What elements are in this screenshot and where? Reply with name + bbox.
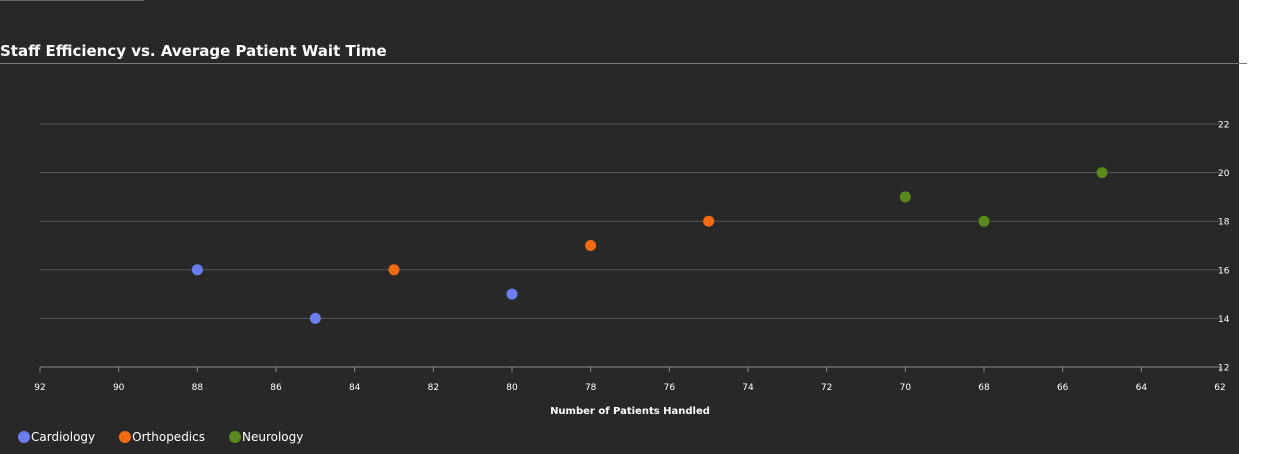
x-tick-label: 76 [664,383,676,393]
x-tick-label: 78 [585,383,597,393]
x-tick-label: 82 [428,383,439,393]
scatter-chart: 92 90 88 86 84 82 80 78 76 74 72 70 68 66 64 62 1214161… [34,121,1230,418]
y-tick-label: 12 [1218,364,1229,374]
x-tick-label: 90 [113,383,125,393]
y-axis: 12 14 16 18 20 22 [1218,121,1230,374]
data-points [191,167,1108,324]
y-tick-label: 16 [1218,266,1230,276]
y-tick-label: 14 [1218,315,1230,325]
legend-item-neurology[interactable]: Neurology [229,430,303,444]
x-tick-label: 92 [34,383,45,393]
x-axis-label: Number of Patients Handled [550,406,710,417]
legend-label: Neurology [242,430,304,444]
x-tick-label: 66 [1057,383,1069,393]
gridlines [40,123,1220,368]
x-axis: 92 90 88 86 84 82 80 78 76 74 72 70 68 66 64 62 [34,367,1226,393]
x-tick-label: 72 [821,383,832,393]
data-point-orthopedics[interactable] [388,264,400,276]
data-point-orthopedics[interactable] [585,240,597,251]
top-divider [0,0,144,1]
chart-title: Staff Efficiency vs. Average Patient Wai… [0,42,387,60]
legend-marker-icon [229,431,241,443]
data-point-cardiology[interactable] [506,288,518,300]
y-tick-label: 22 [1218,121,1229,131]
data-point-orthopedics[interactable] [703,215,715,227]
x-tick-label: 88 [192,383,204,393]
x-tick-label: 74 [742,383,754,393]
legend: Cardiology Orthopedics Neurology [18,430,327,444]
x-tick-label: 80 [506,383,518,393]
x-tick-label: 68 [978,383,990,393]
x-tick-label: 62 [1214,383,1225,393]
legend-marker-icon [18,431,30,443]
data-point-cardiology[interactable] [191,264,203,276]
legend-label: Cardiology [31,430,96,444]
data-point-neurology[interactable] [1096,167,1108,179]
y-tick-label: 20 [1218,169,1230,179]
legend-item-orthopedics[interactable]: Orthopedics [119,430,205,444]
data-point-neurology[interactable] [978,215,990,227]
x-tick-label: 86 [270,383,282,393]
data-point-cardiology[interactable] [309,312,321,324]
chart-panel: Staff Efficiency vs. Average Patient Wai… [0,0,1247,454]
y-tick-label: 18 [1218,218,1230,228]
x-tick-label: 64 [1136,383,1148,393]
legend-item-cardiology[interactable]: Cardiology [18,430,95,444]
legend-label: Orthopedics [132,430,205,444]
x-tick-label: 84 [349,383,361,393]
x-tick-label: 70 [900,383,912,393]
legend-marker-icon [119,431,132,443]
title-divider [0,63,1247,64]
data-point-neurology[interactable] [899,191,911,203]
